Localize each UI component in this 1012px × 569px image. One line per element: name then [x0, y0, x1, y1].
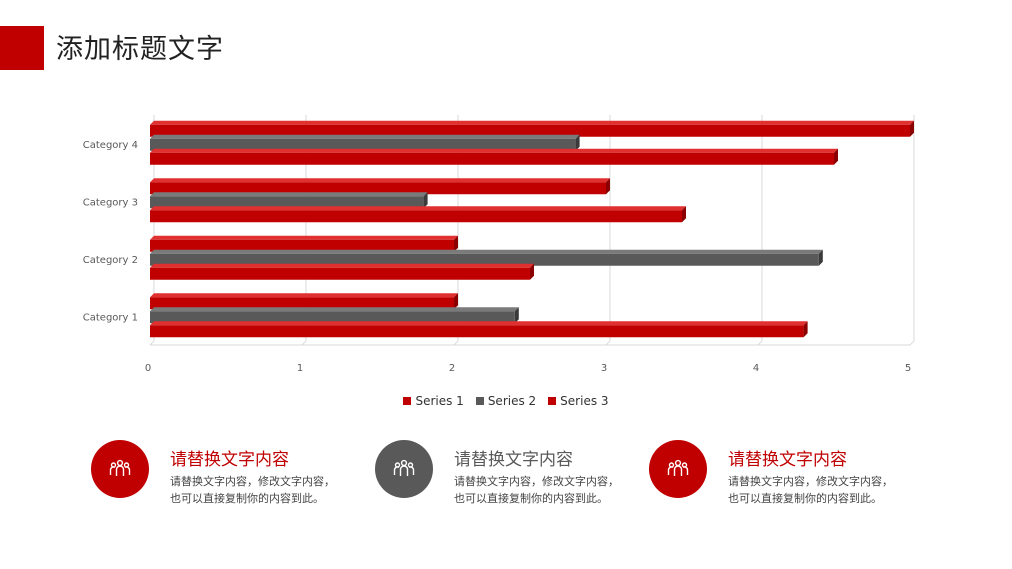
bar-top-face [150, 120, 914, 125]
card-body-line-1: 请替换文字内容，修改文字内容， [170, 475, 335, 488]
bar-side-face [530, 263, 534, 280]
bar-series-1 [150, 182, 606, 195]
x-tick-label: 0 [145, 363, 151, 374]
card-body-line-2: 也可以直接复制你的内容到此。 [454, 492, 608, 505]
bar-series-3 [150, 325, 804, 338]
y-tick-label: Category 3 [83, 197, 138, 208]
bar-top-face [150, 235, 458, 240]
legend-label-series-3: Series 3 [560, 394, 609, 408]
info-card-1: 请替换文字内容 请替换文字内容，修改文字内容， 也可以直接复制你的内容到此。 [91, 440, 361, 510]
bar-series-2 [150, 138, 576, 151]
x-tick-label: 2 [449, 363, 455, 374]
bar-top-face [150, 307, 519, 312]
bar-chart: 0 1 2 3 4 5 Category 1 Category 2 Category 3 Cate… [83, 115, 915, 374]
bar-top-face [150, 148, 838, 153]
bar-side-face [803, 321, 808, 338]
legend-item-series-1: Series 1 [403, 393, 464, 409]
people-icon [667, 459, 689, 476]
card-body: 请替换文字内容，修改文字内容， 也可以直接复制你的内容到此。 [454, 473, 619, 507]
bar-top-face [150, 321, 808, 326]
bar-series-1 [150, 239, 454, 252]
x-tick-label: 1 [297, 363, 303, 374]
legend-item-series-2: Series 2 [475, 393, 537, 409]
bar-side-face [606, 178, 610, 195]
bar-top-face [150, 134, 580, 139]
bar-top-face [150, 263, 534, 268]
chart-legend: Series 1 Series 2 Series 3 [0, 393, 1012, 409]
bar-top-face [150, 192, 428, 197]
bar-series-3 [150, 152, 834, 165]
card-body-line-2: 也可以直接复制你的内容到此。 [170, 492, 324, 505]
bar-side-face [834, 148, 838, 165]
bar-side-face [423, 192, 428, 209]
card-body-line-2: 也可以直接复制你的内容到此。 [728, 492, 882, 505]
bar-side-face [514, 307, 519, 324]
people-icon [109, 459, 131, 476]
gridline-floor [605, 340, 611, 346]
card-icon-circle [91, 440, 149, 498]
bar-series-2 [150, 253, 819, 266]
bar-top-face [150, 178, 610, 183]
y-tick-label: Category 4 [83, 140, 138, 151]
legend-swatch-series-2 [475, 397, 484, 405]
people-icon [393, 459, 415, 476]
bar-side-face [910, 120, 914, 137]
gridline-floor [909, 340, 915, 346]
card-body: 请替换文字内容，修改文字内容， 也可以直接复制你的内容到此。 [170, 473, 335, 507]
bar-top-face [150, 249, 823, 254]
card-icon-circle [649, 440, 707, 498]
info-card-3: 请替换文字内容 请替换文字内容，修改文字内容， 也可以直接复制你的内容到此。 [649, 440, 919, 510]
bar-top-face [150, 206, 686, 211]
info-card-2: 请替换文字内容 请替换文字内容，修改文字内容， 也可以直接复制你的内容到此。 [375, 440, 645, 510]
bar-side-face [575, 134, 580, 151]
legend-label-series-2: Series 2 [487, 394, 537, 408]
bar-series-2 [150, 311, 515, 324]
legend-label-series-1: Series 1 [415, 394, 464, 408]
gridline-floor [453, 340, 459, 346]
bar-series-1 [150, 297, 454, 310]
legend-swatch-series-3 [548, 397, 557, 405]
card-body-line-1: 请替换文字内容，修改文字内容， [728, 475, 893, 488]
gridline-floor [149, 340, 155, 346]
legend-item-series-3: Series 3 [548, 393, 609, 409]
bar-side-face [818, 249, 823, 266]
bar-series-3 [150, 267, 530, 280]
gridline-floor [757, 340, 763, 346]
x-tick-label: 3 [601, 363, 607, 374]
bar-top-face [150, 293, 458, 298]
card-title: 请替换文字内容 [728, 450, 847, 470]
title-accent-block [0, 26, 44, 70]
card-body-line-1: 请替换文字内容，修改文字内容， [454, 475, 619, 488]
card-icon-circle [375, 440, 433, 498]
card-title: 请替换文字内容 [170, 450, 289, 470]
gridline-floor [301, 340, 307, 346]
card-title: 请替换文字内容 [454, 450, 573, 470]
y-tick-label: Category 1 [83, 312, 138, 323]
bar-side-face [454, 235, 458, 252]
x-tick-label: 5 [905, 363, 911, 374]
legend-swatch-series-1 [403, 397, 412, 405]
x-tick-label: 4 [753, 363, 759, 374]
card-body: 请替换文字内容，修改文字内容， 也可以直接复制你的内容到此。 [728, 473, 893, 507]
bar-side-face [454, 293, 458, 310]
bar-series-3 [150, 210, 682, 223]
bar-series-1 [150, 124, 910, 137]
bar-side-face [682, 206, 686, 223]
y-tick-label: Category 2 [83, 255, 138, 266]
page-title: 添加标题文字 [56, 34, 224, 65]
bar-series-2 [150, 196, 424, 209]
